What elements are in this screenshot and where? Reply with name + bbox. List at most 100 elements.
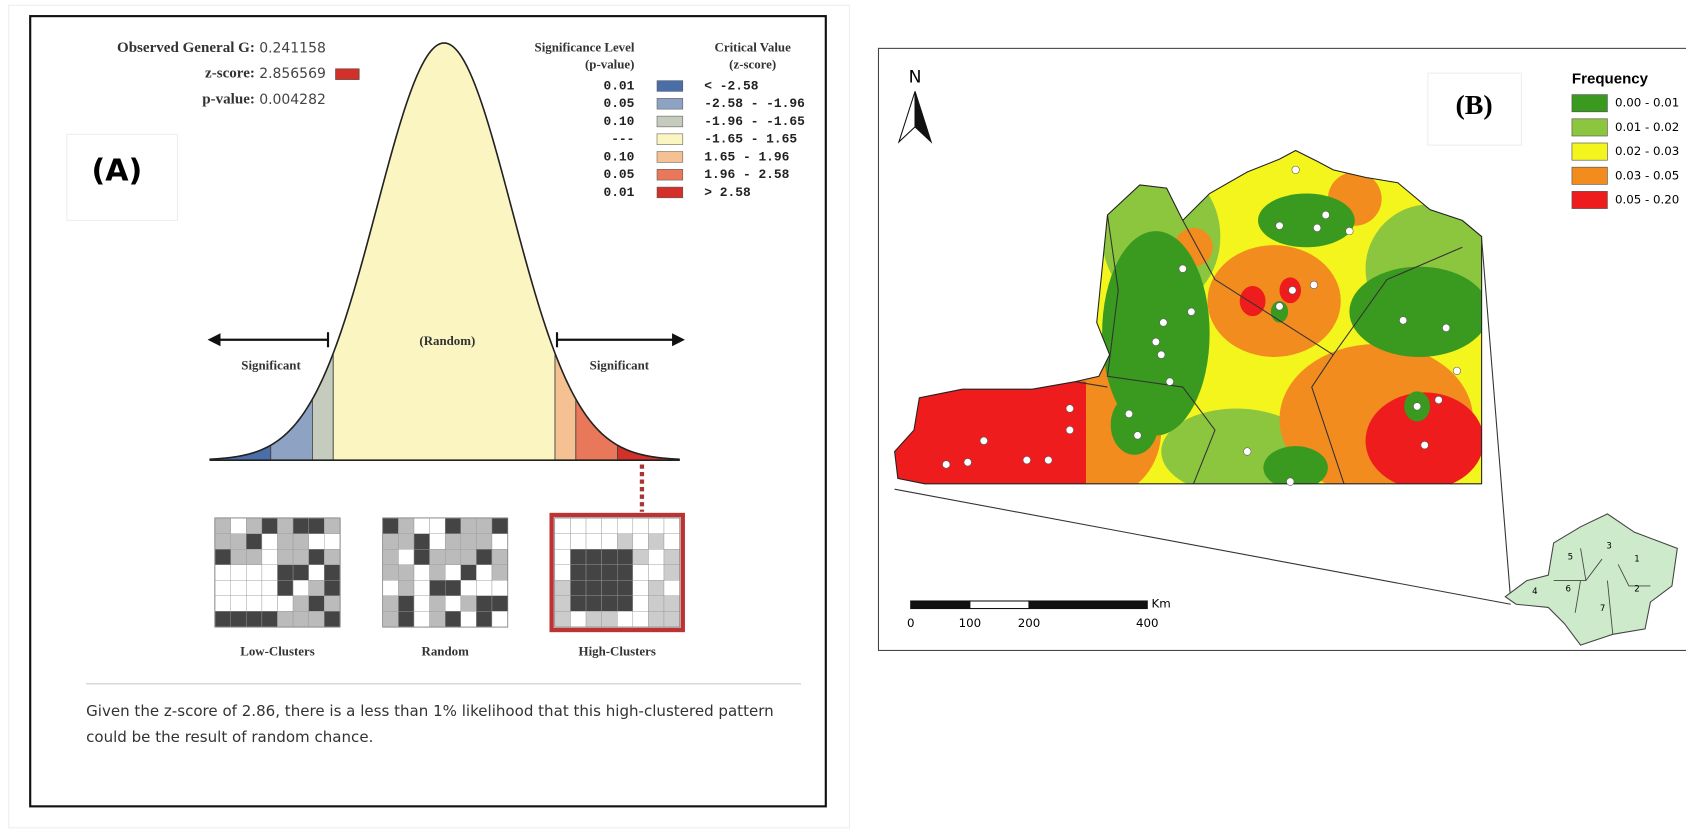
- thumb-cell: [492, 518, 508, 534]
- legend-p: 0.01: [603, 78, 634, 93]
- thumb-cell: [492, 549, 508, 565]
- zone: [1349, 267, 1489, 357]
- scale-label: 0: [907, 616, 915, 630]
- legend-p: 0.05: [603, 167, 634, 182]
- site: [1310, 281, 1318, 289]
- legend-swatch: [657, 98, 683, 109]
- curve-label: (Random): [419, 334, 475, 348]
- site: [1313, 224, 1321, 232]
- scale-label: 400: [1136, 616, 1159, 630]
- legend-swatch: [1572, 119, 1607, 136]
- thumb-cell: [383, 549, 399, 565]
- site: [1276, 303, 1284, 311]
- thumb-cell: [262, 565, 278, 581]
- thumb-cell: [617, 611, 633, 627]
- thumb-cell: [262, 611, 278, 627]
- thumb-cell: [586, 611, 602, 627]
- thumb-cell: [277, 580, 293, 596]
- thumb-cell: [231, 596, 247, 612]
- thumb-cell: [445, 549, 461, 565]
- thumb-cell: [231, 549, 247, 565]
- thumb-cell: [648, 580, 664, 596]
- thumb-cell: [262, 580, 278, 596]
- summary-line: Given the z-score of 2.86, there is a le…: [86, 702, 774, 720]
- thumb-cell: [617, 518, 633, 534]
- thumb-cell: [262, 596, 278, 612]
- thumb-cell: [445, 534, 461, 550]
- legend-p: 0.10: [603, 114, 634, 129]
- thumb-cell: [617, 565, 633, 581]
- thumb-cell: [445, 580, 461, 596]
- thumb-cell: [602, 549, 618, 565]
- thumb-cell: [246, 549, 262, 565]
- thumb-cell: [383, 611, 399, 627]
- thumb-cell: [492, 565, 508, 581]
- thumb-cell: [231, 611, 247, 627]
- legend-swatch: [657, 134, 683, 145]
- thumb-cell: [215, 518, 231, 534]
- thumb-cell: [430, 611, 446, 627]
- thumb-cell: [586, 534, 602, 550]
- thumb-cell: [586, 518, 602, 534]
- thumb-cell: [262, 534, 278, 550]
- thumb-cell: [414, 518, 430, 534]
- thumb-cell: [570, 518, 586, 534]
- inset-number: 5: [1568, 552, 1573, 562]
- thumb-cell: [617, 596, 633, 612]
- inset-number: 4: [1532, 587, 1537, 597]
- thumb-cell: [430, 518, 446, 534]
- site: [1399, 317, 1407, 325]
- inset-number: 3: [1606, 542, 1611, 552]
- thumb-cell: [633, 611, 649, 627]
- thumb-cell: [215, 549, 231, 565]
- thumb-cell: [293, 565, 309, 581]
- site: [1289, 287, 1297, 295]
- thumb-cell: [555, 565, 571, 581]
- thumb-cell: [293, 596, 309, 612]
- scale-segment: [1029, 601, 1147, 609]
- site: [1066, 405, 1074, 413]
- thumb-cell: [633, 534, 649, 550]
- thumb-cell: [414, 549, 430, 565]
- legend-z: -1.96 - -1.65: [704, 114, 805, 129]
- stat-label: Observed General G:: [117, 40, 255, 56]
- thumb-cell: [414, 596, 430, 612]
- thumb-cell: [555, 534, 571, 550]
- thumb-cell: [633, 549, 649, 565]
- thumb-cell: [324, 549, 340, 565]
- zone: [1143, 331, 1169, 361]
- legend-swatch: [657, 116, 683, 127]
- thumb-cell: [570, 534, 586, 550]
- thumb-cell: [476, 549, 492, 565]
- site: [1066, 426, 1074, 434]
- thumb-cell: [664, 596, 680, 612]
- thumb-cell: [277, 596, 293, 612]
- thumb-cell: [324, 534, 340, 550]
- thumb-cell: [586, 549, 602, 565]
- site: [1292, 166, 1300, 174]
- thumb-label: High-Clusters: [579, 645, 656, 659]
- thumb-cell: [570, 580, 586, 596]
- thumb-cell: [602, 518, 618, 534]
- legend-z: -2.58 - -1.96: [704, 96, 805, 111]
- site: [1453, 367, 1461, 375]
- legend-p: ---: [611, 132, 634, 147]
- legend-header: Critical Value: [715, 40, 792, 54]
- thumb-cell: [231, 580, 247, 596]
- thumb-cell: [648, 565, 664, 581]
- thumb-cell: [246, 565, 262, 581]
- thumb-cell: [324, 580, 340, 596]
- thumb-cell: [664, 611, 680, 627]
- thumb-cell: [570, 611, 586, 627]
- thumb-cell: [246, 534, 262, 550]
- thumb-cell: [215, 596, 231, 612]
- panel-label: (B): [1455, 90, 1492, 121]
- zone: [1111, 395, 1158, 455]
- thumb-cell: [324, 565, 340, 581]
- thumb-cell: [586, 580, 602, 596]
- thumb-cell: [476, 580, 492, 596]
- thumb-cell: [324, 518, 340, 534]
- page: {"panel_a": { "label": "(A)", "stats": […: [0, 0, 1686, 830]
- thumb-cell: [215, 565, 231, 581]
- thumb-cell: [398, 534, 414, 550]
